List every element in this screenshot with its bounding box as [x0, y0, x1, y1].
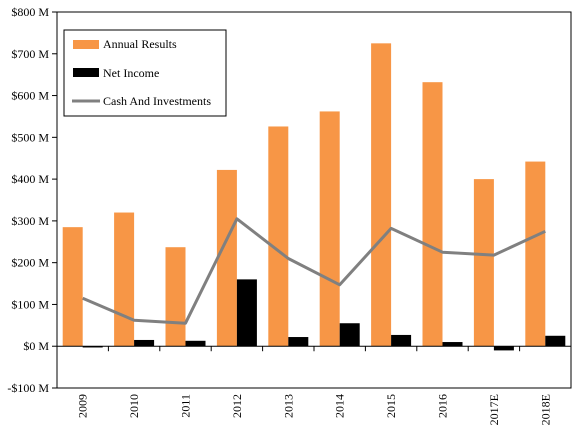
net-income-bars	[82, 279, 566, 351]
legend-label-annual-results: Annual Results	[103, 37, 177, 51]
bar-annual-results-2013	[268, 126, 289, 347]
x-tick-label-2016: 2016	[436, 394, 450, 418]
bar-annual-results-2014	[319, 111, 340, 347]
bar-net-income-2013	[288, 337, 309, 347]
y-tick-label: $700 M	[11, 47, 49, 61]
y-tick-label: $0 M	[23, 339, 49, 353]
y-axis-ticks: -$100 M $0 M $100 M $200 M $300 M $400 M $500 …	[7, 5, 57, 395]
x-tick-label-2013: 2013	[281, 394, 295, 418]
y-tick-label: -$100 M	[7, 381, 49, 395]
x-tick-label-2012: 2012	[230, 394, 244, 418]
bar-annual-results-2012	[216, 169, 237, 347]
y-tick-label: $100 M	[11, 297, 49, 311]
bar-annual-results-2018E	[525, 161, 546, 347]
bar-net-income-2010	[134, 339, 155, 347]
bar-annual-results-2017E	[473, 179, 494, 347]
annual-results-bars	[62, 43, 546, 347]
bar-net-income-2018E	[545, 335, 566, 347]
bar-net-income-2011	[185, 340, 206, 347]
legend-label-net-income: Net Income	[103, 66, 159, 80]
line-cash-and-investments	[82, 217, 546, 325]
legend-label-cash-and-investments: Cash And Investments	[103, 94, 211, 108]
legend-swatch-net-income	[73, 68, 99, 77]
x-axis-ticks: 2009 2010 2011 2012 2013 2014 2015 2016 2017E 201…	[56, 346, 572, 425]
x-tick-label-2014: 2014	[333, 394, 347, 418]
bar-net-income-2017E	[493, 346, 514, 351]
x-tick-label-2018E: 2018E	[538, 394, 552, 425]
y-tick-label: $500 M	[11, 130, 49, 144]
bar-net-income-2016	[442, 342, 463, 347]
x-tick-label-2011: 2011	[179, 394, 193, 418]
bar-annual-results-2009	[62, 227, 83, 347]
bar-annual-results-2015	[371, 43, 392, 347]
bar-net-income-2015	[391, 334, 412, 347]
y-tick-label: $600 M	[11, 89, 49, 103]
bar-net-income-2009	[82, 346, 103, 348]
cash-line-group	[82, 217, 546, 325]
y-tick-label: $800 M	[11, 5, 49, 19]
legend-swatch-annual-results	[73, 40, 99, 49]
y-tick-label: $300 M	[11, 214, 49, 228]
bar-annual-results-2016	[422, 82, 443, 347]
y-tick-label: $200 M	[11, 256, 49, 270]
bar-net-income-2014	[339, 323, 360, 347]
bar-annual-results-2010	[114, 212, 135, 347]
x-tick-label-2009: 2009	[76, 394, 90, 418]
x-tick-label-2010: 2010	[127, 394, 141, 418]
bar-annual-results-2011	[165, 247, 186, 347]
x-tick-label-2017E: 2017E	[487, 394, 501, 425]
x-tick-label-2015: 2015	[384, 394, 398, 418]
y-tick-label: $400 M	[11, 172, 49, 186]
bar-net-income-2012	[236, 279, 257, 347]
legend: Annual Results Net Income Cash And Inves…	[63, 29, 227, 117]
